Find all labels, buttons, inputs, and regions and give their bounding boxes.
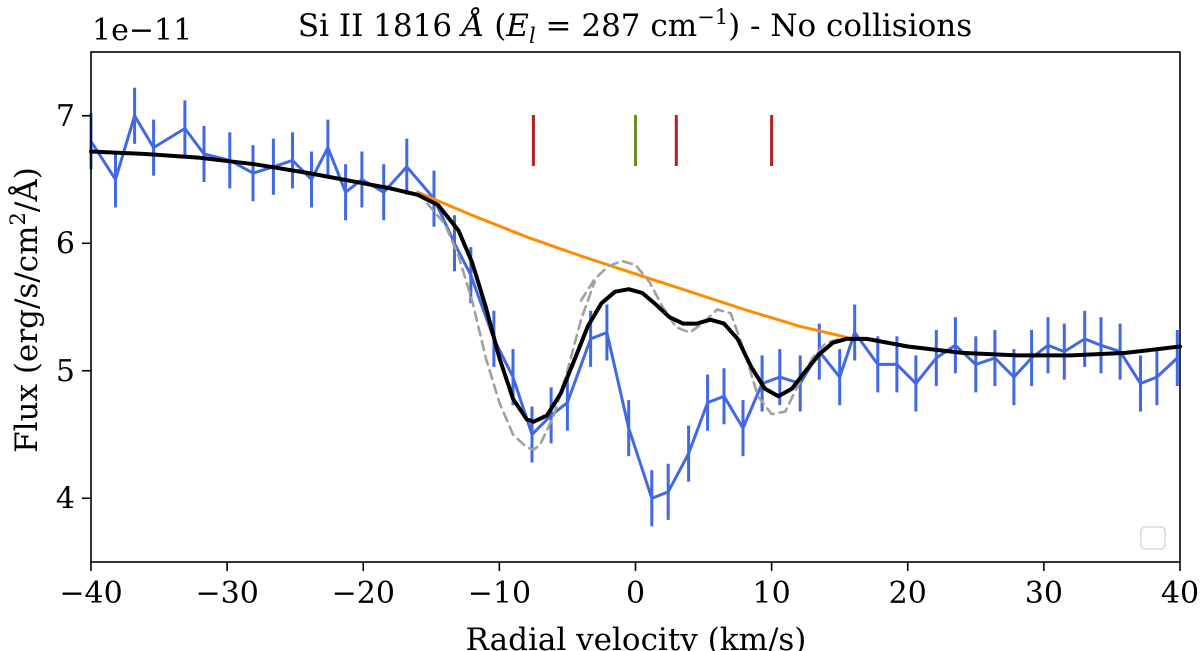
title-el-exp: −1	[697, 5, 728, 29]
series-line-continuum	[416, 190, 855, 341]
title-suffix: - No collisions	[750, 8, 972, 44]
title-angstrom: Å	[459, 6, 484, 44]
y-offset-label: 1e−11	[92, 13, 192, 48]
legend-box	[1140, 526, 1166, 550]
y-axis-title: Flux (erg/s/cm2/Å)	[6, 167, 45, 453]
ylabel-tail: /Å)	[7, 167, 45, 212]
ylabel-exp: 2	[6, 212, 30, 225]
ylabel-main: Flux (erg/s/cm	[9, 225, 45, 452]
title-el-sub: l	[529, 24, 536, 48]
y-tick-label: 6	[56, 226, 75, 261]
x-tick-label: 10	[753, 576, 791, 611]
y-tick-label: 4	[56, 481, 75, 516]
plot-area	[89, 87, 1182, 527]
series-line-model_fit	[89, 149, 1182, 424]
x-tick-label: −30	[195, 576, 258, 611]
plot-frame	[90, 51, 1181, 563]
series-line-component_b	[579, 259, 855, 416]
x-tick-label: 30	[1025, 576, 1063, 611]
x-tick-label: −20	[332, 576, 395, 611]
x-tick-label: 20	[889, 576, 927, 611]
y-tick-label: 5	[56, 354, 75, 389]
chart-title: Si II 1816 Å (El = 287 cm−1) - No collis…	[298, 5, 972, 48]
axes: −40 −30 −20 −10 0 10 20 30 40 4 5 6 7	[56, 99, 1199, 611]
x-tick-label: −10	[468, 576, 531, 611]
x-tick-label: −40	[59, 576, 122, 611]
series-line-observed	[89, 114, 1179, 500]
x-tick-label: 0	[626, 576, 645, 611]
title-species: Si II 1816	[298, 8, 452, 44]
title-el-symbol: E	[505, 8, 529, 44]
x-axis-title: Radial velocity (km/s)	[466, 622, 807, 651]
x-tick-label: 40	[1161, 576, 1199, 611]
y-tick-label: 7	[56, 99, 75, 134]
title-el-eq: = 287 cm	[546, 8, 698, 44]
